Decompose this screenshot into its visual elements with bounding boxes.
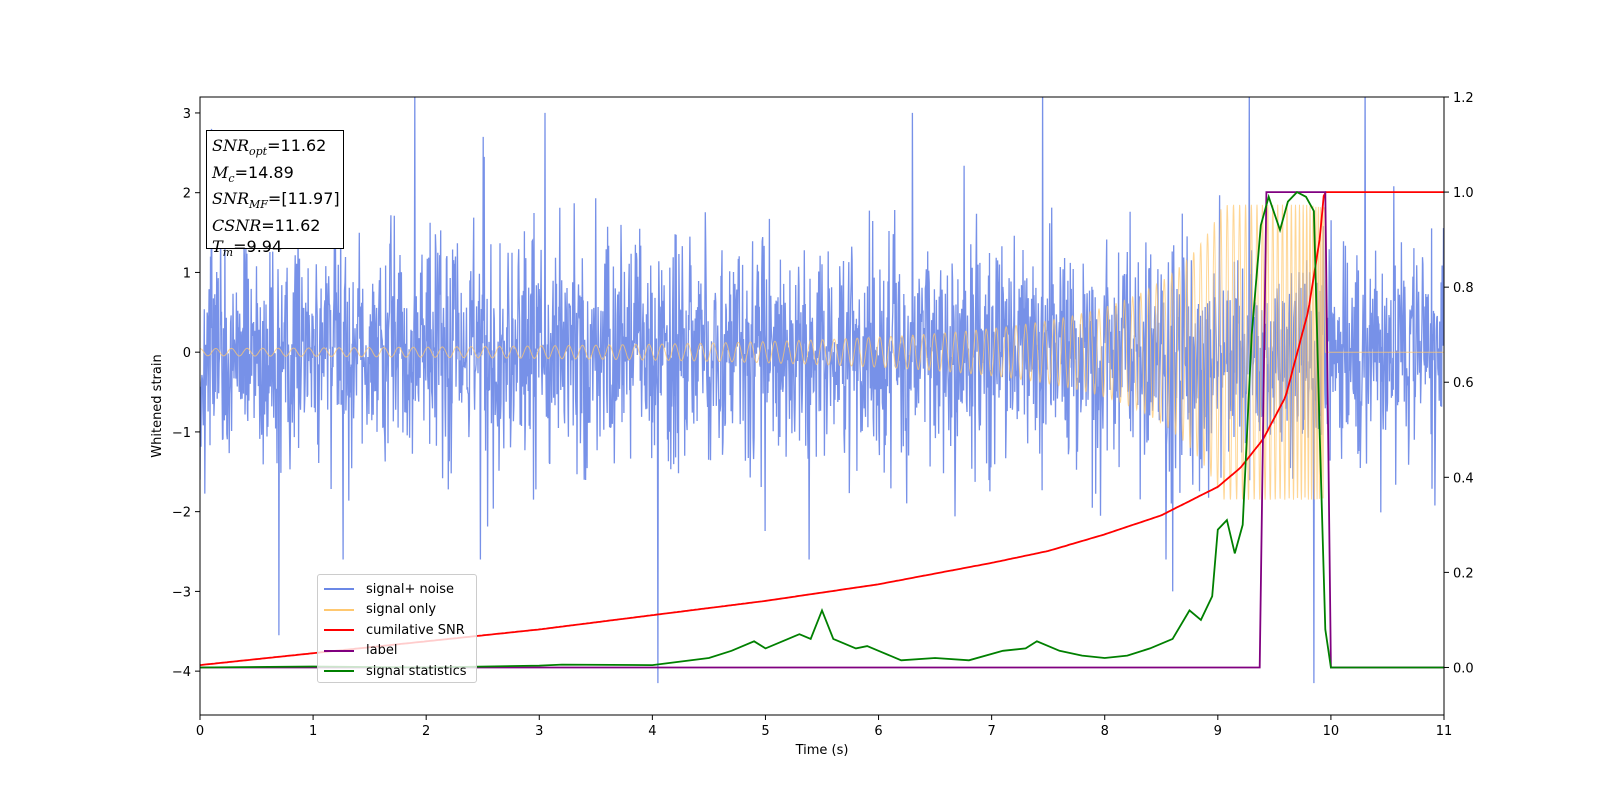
y2-tick-label: 1.2: [1453, 91, 1474, 106]
y-tick-label: 0: [183, 346, 191, 361]
x-tick-label: 1: [309, 724, 317, 739]
y2-tick-label: 0.8: [1453, 281, 1474, 296]
y2-tick-label: 1.0: [1453, 186, 1474, 201]
legend-label-signal-only: signal only: [366, 602, 437, 618]
y-tick-label: 3: [183, 107, 191, 122]
y-tick-label: 1: [183, 266, 191, 281]
legend-swatch-signal-noise: [324, 588, 354, 591]
tm-value: =9.94: [233, 236, 283, 256]
y-axis-right: 0.0 0.2 0.4 0.6 0.8 1.0 1.2: [1444, 91, 1474, 676]
plot-frame: [199, 96, 1445, 716]
x-tick-label: 5: [761, 724, 769, 739]
x-tick-label: 8: [1101, 724, 1109, 739]
legend-item-signal-noise: signal+ noise: [324, 579, 476, 600]
series-signal-noise-line: [200, 97, 1444, 684]
x-tick-label: 0: [196, 724, 204, 739]
y-tick-label: −3: [172, 585, 191, 600]
snr-opt-value: =11.62: [267, 136, 327, 155]
x-tick-label: 11: [1436, 724, 1453, 739]
legend-item-signal-only: signal only: [324, 600, 476, 621]
annotation-box: SNRopt=11.62 Mc=14.89 SNRMF=[11.97] CSNR…: [206, 130, 344, 259]
tm-annotation: Tm=9.94: [212, 236, 283, 259]
y2-tick-label: 0.6: [1453, 376, 1474, 391]
y-axis-title: Whitened strain: [150, 354, 165, 457]
legend-swatch-signal-statistics: [324, 670, 354, 673]
legend-label-signal-noise: signal+ noise: [366, 581, 455, 597]
y-tick-label: −2: [172, 506, 191, 521]
csnr-value: =11.62: [261, 216, 321, 236]
legend: signal+ noise signal only cumilative SNR…: [317, 574, 477, 683]
x-axis-title: Time (s): [795, 743, 849, 758]
y2-tick-label: 0.0: [1453, 661, 1474, 676]
legend-item-cumulative-snr: cumilative SNR: [324, 620, 476, 641]
legend-label-cumulative-snr: cumilative SNR: [366, 622, 465, 638]
x-tick-label: 10: [1323, 724, 1340, 739]
y2-tick-label: 0.2: [1453, 566, 1474, 581]
mc-value: =14.89: [234, 162, 294, 182]
x-tick-label: 2: [422, 724, 430, 739]
x-tick-label: 6: [874, 724, 882, 739]
legend-label-signal-statistics: signal statistics: [366, 663, 467, 679]
y-tick-label: −4: [172, 665, 191, 680]
snr-mf-annotation: SNRMF=[11.97]: [212, 189, 340, 212]
x-tick-label: 9: [1214, 724, 1222, 739]
legend-item-signal-statistics: signal statistics: [324, 661, 476, 682]
y-axis-left: −4 −3 −2 −1 0 1 2 3: [172, 107, 200, 680]
x-axis: 0 1 2 3 4 5 6 7 8 9 10 11: [196, 715, 1452, 739]
snr-mf-value: =[11.97]: [267, 189, 340, 209]
csnr-annotation: CSNR=11.62: [212, 216, 321, 236]
x-tick-label: 3: [535, 724, 543, 739]
y-tick-label: −1: [172, 426, 191, 441]
x-tick-label: 7: [987, 724, 995, 739]
series-signal-only-line: [200, 204, 1444, 500]
legend-swatch-signal-only: [324, 608, 354, 611]
mc-annotation: Mc=14.89: [212, 162, 294, 185]
legend-swatch-label: [324, 649, 354, 652]
legend-item-label: label: [324, 641, 476, 662]
series-signal-statistics-line: [200, 190, 1444, 669]
snr-opt-annotation: SNRopt=11.62: [212, 136, 327, 159]
y2-tick-label: 0.4: [1453, 471, 1474, 486]
legend-swatch-cumulative-snr: [324, 629, 354, 632]
x-tick-label: 4: [648, 724, 656, 739]
legend-label-label: label: [366, 643, 398, 659]
y-tick-label: 2: [183, 187, 191, 202]
